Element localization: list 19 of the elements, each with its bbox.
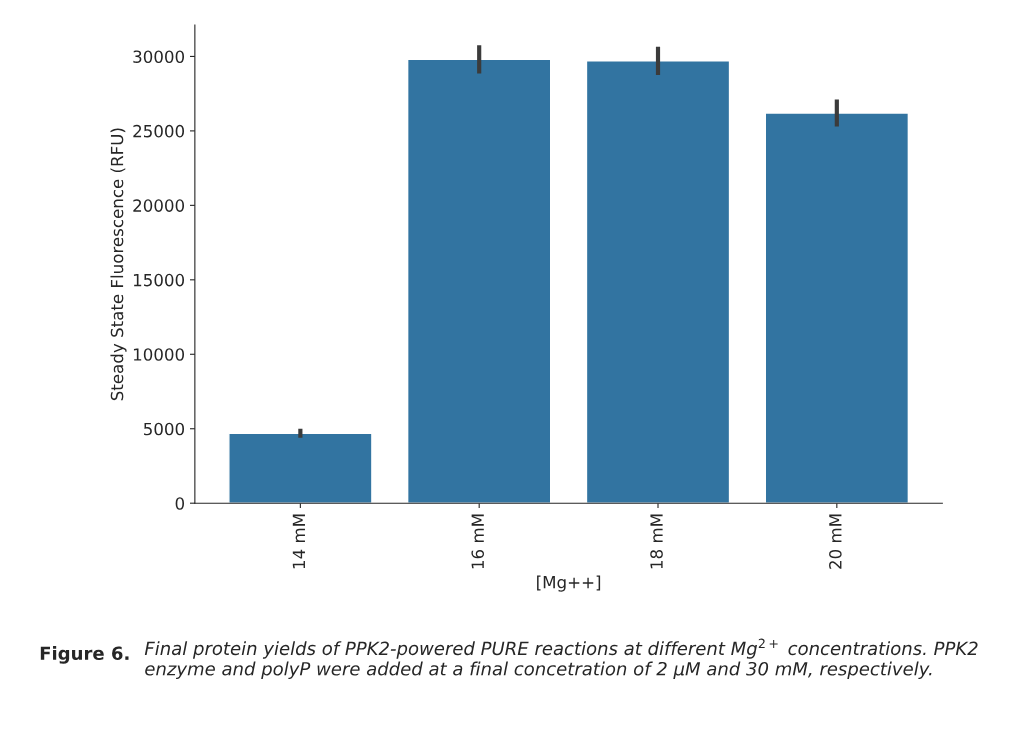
x-tick-label: 14 mM <box>292 514 305 569</box>
text: Final protein yields of PPK2-powered PURE reactions at different Mg$^{2+}$ concentrations. PPK2 enzyme and polyP were added at a final concetration of 2 µM and 30 mM, respectively. <box>144 638 978 680</box>
bar <box>228 432 373 504</box>
y-tick-label: 10000 <box>133 348 185 361</box>
x-axis-title: [Mg++] <box>537 575 601 592</box>
y-tick-label: 0 <box>175 497 185 510</box>
y-tick-label: 20000 <box>133 199 185 212</box>
x-tick-label: 20 mM <box>829 514 842 569</box>
x-tick-label: 16 mM <box>471 514 485 569</box>
caption: Figure 6. <box>40 646 129 664</box>
y-tick-label: 15000 <box>133 273 185 287</box>
y-tick-label: 25000 <box>133 124 185 138</box>
y-tick-label: 30000 <box>133 50 185 63</box>
y-axis-title: Steady State Fluorescence (RFU) <box>110 128 127 401</box>
x-tick-label: 18 mM <box>650 514 663 569</box>
bar <box>585 60 731 504</box>
bar <box>764 112 910 504</box>
bar <box>406 58 552 504</box>
y-tick-label: 5000 <box>144 422 185 436</box>
